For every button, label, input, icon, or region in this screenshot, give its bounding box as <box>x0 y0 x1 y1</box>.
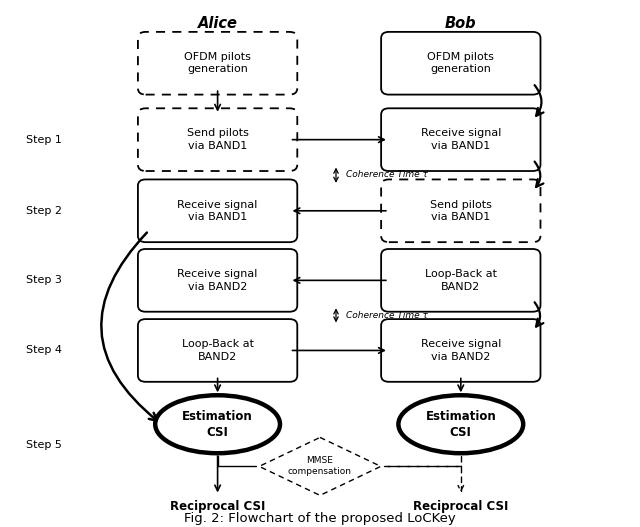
Text: Coherence Time τ: Coherence Time τ <box>346 170 428 180</box>
Text: Receive signal
via BAND2: Receive signal via BAND2 <box>177 269 258 291</box>
Text: Estimation
CSI: Estimation CSI <box>182 409 253 439</box>
Text: Alice: Alice <box>198 16 237 31</box>
Text: Fig. 2: Flowchart of the proposed LoCKey: Fig. 2: Flowchart of the proposed LoCKey <box>184 512 456 525</box>
FancyBboxPatch shape <box>381 249 540 311</box>
Text: MMSE
compensation: MMSE compensation <box>288 456 352 476</box>
FancyBboxPatch shape <box>138 109 298 171</box>
FancyBboxPatch shape <box>138 319 298 382</box>
Text: Send pilots
via BAND1: Send pilots via BAND1 <box>430 200 492 222</box>
Text: Bob: Bob <box>445 16 477 31</box>
Text: Send pilots
via BAND1: Send pilots via BAND1 <box>187 129 248 151</box>
FancyBboxPatch shape <box>138 179 298 242</box>
Text: Step 5: Step 5 <box>26 441 61 450</box>
Text: Reciprocal CSI: Reciprocal CSI <box>413 501 509 513</box>
Text: Estimation
CSI: Estimation CSI <box>426 409 496 439</box>
Text: Loop-Back at
BAND2: Loop-Back at BAND2 <box>182 339 253 362</box>
Text: OFDM pilots
generation: OFDM pilots generation <box>184 52 251 74</box>
Text: Receive signal
via BAND1: Receive signal via BAND1 <box>420 129 501 151</box>
FancyArrowPatch shape <box>534 162 543 187</box>
Text: Receive signal
via BAND1: Receive signal via BAND1 <box>177 200 258 222</box>
FancyArrowPatch shape <box>534 85 543 116</box>
Text: Step 3: Step 3 <box>26 276 61 285</box>
Text: Receive signal
via BAND2: Receive signal via BAND2 <box>420 339 501 362</box>
FancyBboxPatch shape <box>138 32 298 95</box>
Text: Step 2: Step 2 <box>26 206 61 216</box>
Ellipse shape <box>398 395 523 453</box>
FancyBboxPatch shape <box>381 32 540 95</box>
Text: Coherence Time τ: Coherence Time τ <box>346 310 428 320</box>
FancyBboxPatch shape <box>138 249 298 311</box>
FancyBboxPatch shape <box>381 109 540 171</box>
Text: Loop-Back at
BAND2: Loop-Back at BAND2 <box>425 269 497 291</box>
FancyArrowPatch shape <box>534 302 543 327</box>
Ellipse shape <box>156 395 280 453</box>
FancyArrowPatch shape <box>101 232 157 421</box>
Text: Reciprocal CSI: Reciprocal CSI <box>170 501 266 513</box>
Text: OFDM pilots
generation: OFDM pilots generation <box>428 52 494 74</box>
FancyBboxPatch shape <box>381 319 540 382</box>
Text: Step 4: Step 4 <box>26 346 61 355</box>
Text: Step 1: Step 1 <box>26 135 61 144</box>
FancyBboxPatch shape <box>381 179 540 242</box>
